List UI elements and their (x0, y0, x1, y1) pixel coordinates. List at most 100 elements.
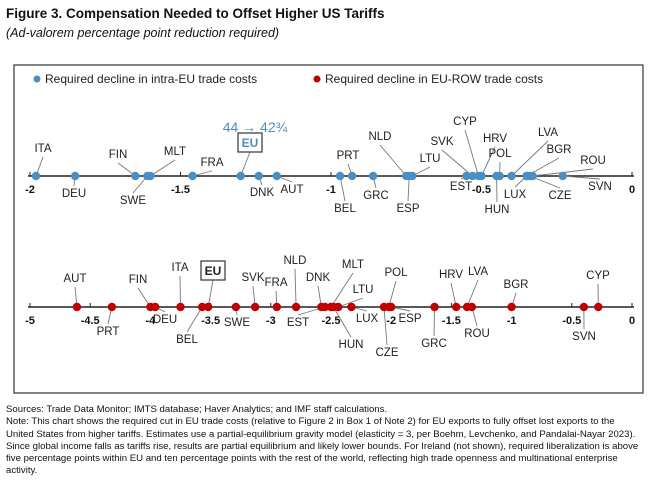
point-label-rou: ROU (464, 328, 490, 340)
point-label-fra: FRA (265, 277, 288, 289)
leader-line (150, 159, 176, 177)
data-point-rou (467, 302, 477, 312)
point-label-swe: SWE (120, 195, 147, 207)
figure-subtitle: (Ad-valorem percentage point reduction r… (6, 26, 280, 40)
point-label-deu: DEU (153, 314, 177, 326)
data-point-svn (579, 302, 589, 312)
tick-label: -4 (146, 315, 157, 327)
data-point-fin (131, 171, 140, 181)
data-point-eu (236, 171, 245, 181)
point-label-est: EST (450, 181, 472, 193)
point-label-svk: SVK (241, 272, 264, 284)
chart: Required decline in intra-EU trade costs… (13, 64, 644, 394)
data-point-bgr (507, 302, 516, 312)
data-point-deu (151, 302, 160, 312)
leader-line (339, 175, 346, 202)
data-point-ltu (334, 302, 343, 312)
tick-label: -2 (25, 184, 35, 196)
tick-label: 0 (629, 315, 635, 327)
legend-label-intra-eu: Required decline in intra-EU trade costs (45, 72, 257, 86)
data-point-est (320, 302, 330, 312)
leader-line (379, 144, 407, 177)
tick-label: -1.5 (442, 315, 461, 327)
data-point-esp (387, 302, 396, 312)
legend-marker-intra-eu (33, 75, 41, 83)
leader-line (433, 306, 435, 337)
tick-label: -3.5 (201, 315, 220, 327)
leader-line (294, 268, 297, 308)
point-label-pol: POL (488, 148, 512, 160)
point-label-deu: DEU (62, 188, 86, 200)
leader-line (338, 297, 364, 308)
point-label-bel: BEL (334, 203, 356, 215)
leader-line (481, 146, 496, 177)
data-point-ita (176, 302, 185, 312)
point-label-bel: BEL (176, 334, 198, 346)
point-label-aut: AUT (281, 184, 304, 196)
point-label-svn: SVN (572, 331, 596, 343)
point-label-ita: ITA (34, 143, 51, 155)
data-point-hrv (477, 171, 486, 181)
point-label-nld: NLD (368, 131, 391, 143)
eu-label-box (200, 260, 226, 281)
point-label-esp: ESP (398, 313, 421, 325)
leader-line (383, 306, 388, 346)
figure-title: Figure 3. Compensation Needed to Offset … (6, 6, 385, 21)
point-label-nld: NLD (283, 255, 306, 267)
point-label-bgr: BGR (547, 144, 572, 156)
point-label-prt: PRT (97, 326, 120, 338)
tick-label: -3 (266, 315, 276, 327)
point-label-ltu: LTU (420, 153, 441, 165)
tick-label: -1.5 (171, 184, 190, 196)
tick-label: -2.5 (322, 315, 341, 327)
point-label-cze: CZE (549, 190, 572, 202)
point-label-grc: GRC (421, 338, 447, 350)
eu-annotation: 44 → 42¾ (223, 119, 288, 135)
tick-label: -0.5 (562, 315, 581, 327)
data-point-ita (31, 171, 41, 181)
leader-line (562, 175, 601, 180)
point-label-mlt: MLT (164, 146, 186, 158)
data-point-lva (507, 171, 516, 181)
point-label-lva: LVA (468, 266, 488, 278)
point-label-fin: FIN (109, 149, 128, 161)
data-point-svk (250, 302, 260, 312)
data-point-grc (368, 171, 378, 181)
leader-line (388, 280, 397, 308)
leader-line (464, 129, 479, 177)
tick-label: -5 (25, 315, 35, 327)
data-point-grc (430, 302, 439, 312)
point-label-hrv: HRV (483, 133, 507, 145)
data-point-bel (335, 171, 345, 181)
data-point-eu (203, 302, 213, 312)
leader-line (179, 275, 181, 308)
point-label-cyp: CYP (586, 270, 610, 282)
data-point-hrv (452, 302, 461, 312)
data-point-prt (107, 302, 117, 312)
data-point-fra (272, 302, 282, 312)
data-point-bel (197, 302, 207, 312)
point-label-hun: HUN (485, 204, 510, 216)
data-point-nld (291, 302, 301, 312)
data-point-svk (468, 171, 477, 181)
note-text: Note: This chart shows the required cut … (6, 416, 639, 477)
point-label-ita: ITA (171, 262, 188, 274)
point-label-lux: LUX (356, 313, 379, 325)
point-label-ltu: LTU (353, 284, 374, 296)
legend-marker-eu-row (313, 75, 321, 83)
legend-label-eu-row: Required decline in EU-ROW trade costs (325, 72, 543, 86)
tick-label: -2 (386, 315, 396, 327)
point-label-pol: POL (384, 267, 408, 279)
leader-line (186, 306, 203, 333)
leader-line (511, 140, 549, 177)
leader-line (466, 279, 479, 308)
eu-row-axis-chart: -5 -4.5 -4 -3.5 -3 -2.5 -2 -1.5 -1 -0.5 0 AUT PRT FIN… (25, 255, 635, 359)
point-label-rou: ROU (580, 155, 606, 167)
point-label-mlt: MLT (342, 259, 364, 271)
point-label-swe: SWE (224, 317, 251, 329)
leader-line (441, 149, 473, 177)
data-point-dnk (254, 171, 263, 181)
notes: Sources: Trade Data Monitor; IMTS databa… (6, 404, 642, 478)
data-point-cyp (594, 302, 603, 312)
leader-line (207, 279, 214, 308)
